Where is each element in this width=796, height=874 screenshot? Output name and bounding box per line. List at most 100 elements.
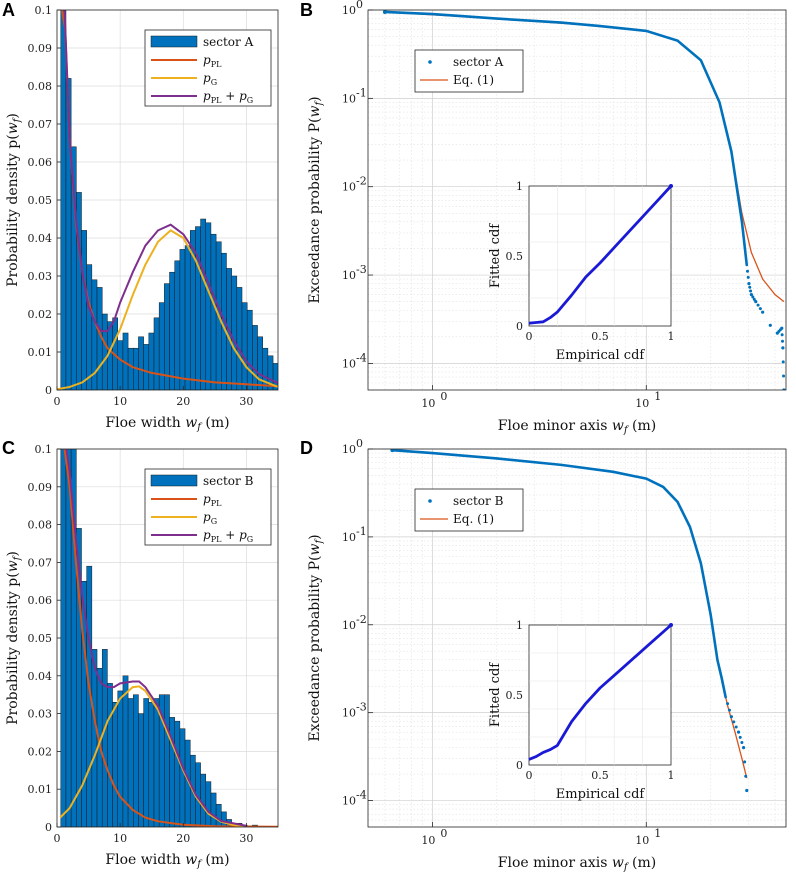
data-point <box>732 720 736 724</box>
inset-x-tick-label: 1 <box>668 330 675 343</box>
y-tick-label: 0.04 <box>28 232 53 245</box>
label-part: Floe width <box>105 852 185 868</box>
inset-end-point <box>669 184 673 188</box>
x-tick-label: 0 <box>54 832 61 845</box>
y-tick-label: 0.09 <box>28 42 53 55</box>
data-point <box>734 725 738 729</box>
hist-bar <box>60 10 67 390</box>
hist-bar <box>205 222 212 390</box>
x-axis-label: Floe width wf (m) <box>105 852 229 870</box>
data-point <box>768 323 772 327</box>
legend-symbol: p <box>239 89 247 103</box>
hist-bar <box>169 271 175 390</box>
x-tick-exponent: 0 <box>440 827 447 840</box>
chart-C: 0 10 20 30 0 0.01 0.02 0.03 0.04 0.05 0.06 0.07 0.08… <box>5 443 279 870</box>
hist-bar <box>148 332 155 390</box>
fit-curves-A <box>57 10 278 390</box>
hist-bar <box>215 804 222 827</box>
legend-subscript: PL <box>211 535 222 544</box>
axes-box <box>367 448 787 828</box>
label-part: f <box>314 100 325 107</box>
data-point <box>382 10 387 14</box>
hist-bar <box>294 379 299 390</box>
y-axis-label: Probability density p(wf) <box>5 113 23 287</box>
data-point <box>729 715 733 719</box>
y-tick-exponent: -1 <box>356 525 367 538</box>
x-tick-label: 30 <box>239 832 253 845</box>
y-tick-label: 0.03 <box>28 270 53 283</box>
hist-bar <box>304 386 309 390</box>
y-tick-exponent: -1 <box>356 86 367 99</box>
label-part: (m) <box>628 855 657 871</box>
x-tick-label: 20 <box>176 832 190 845</box>
data-point <box>390 449 395 453</box>
inset-x-tick-label: 0 <box>526 330 533 343</box>
legend-swatch-hist <box>150 474 198 487</box>
label-part: f <box>196 422 203 433</box>
y-tick-label: 0.1 <box>35 443 53 456</box>
legend-plus: + <box>221 89 239 103</box>
hist-bar <box>174 260 181 390</box>
x-tick-label: 10 <box>421 397 435 410</box>
y-tick-label: 0 <box>45 384 52 397</box>
hist-bar <box>112 702 118 827</box>
inset-y-tick-label: 1 <box>516 180 523 193</box>
data-point <box>781 360 785 364</box>
inset-y-tick-label: 0.5 <box>506 250 524 263</box>
hist-bar <box>179 728 186 827</box>
label-part: f <box>623 425 630 436</box>
label-part: Exceedance probability <box>307 132 323 303</box>
data-point <box>758 307 762 311</box>
label-part: w <box>612 855 624 871</box>
fit-curve <box>63 10 278 385</box>
hist-bar <box>158 302 165 390</box>
data-point <box>747 282 751 286</box>
legend-plus: + <box>221 528 239 542</box>
panel-label-A: A <box>2 0 15 20</box>
legend-box <box>414 488 524 532</box>
label-part: f <box>196 859 203 870</box>
y-tick-label: 0.02 <box>28 745 53 758</box>
y-tick-label: 10 <box>342 92 356 105</box>
fit-curve <box>59 685 247 827</box>
hist-bar <box>86 264 93 390</box>
x-axis-label: Floe width wf (m) <box>105 415 229 433</box>
legend-subscript: G <box>211 517 217 526</box>
label-part: ) <box>5 113 21 118</box>
legend-swatch-dot <box>428 60 432 64</box>
data-point <box>738 735 742 739</box>
inset-y-label: Fitted cdf <box>488 662 503 727</box>
y-tick-label: 0.08 <box>28 80 53 93</box>
label-part: w <box>612 418 624 434</box>
fit-curve <box>63 449 278 827</box>
y-tick-label: 0.01 <box>28 346 53 359</box>
label-part: f <box>12 116 23 123</box>
inset-y-label: Fitted cdf <box>488 223 503 288</box>
legend-symbol: p <box>239 528 247 542</box>
label-part: ) <box>307 96 323 101</box>
panel-label-C: C <box>2 438 15 458</box>
y-tick-label: 10 <box>342 181 356 194</box>
hist-bar <box>299 382 304 390</box>
label-part: f <box>623 862 630 873</box>
label-part: w <box>185 852 197 868</box>
hist-bar <box>164 694 170 827</box>
hist-bar <box>283 371 288 390</box>
legend-symbol: p <box>203 71 211 85</box>
label-part: w <box>307 106 323 118</box>
hist-bar <box>200 218 207 390</box>
hist-bar <box>143 698 150 827</box>
hist-bar <box>278 367 283 390</box>
label-part: p( <box>5 134 21 148</box>
label-part: P( <box>307 556 323 571</box>
legend-box <box>414 49 524 93</box>
data-D <box>390 449 749 793</box>
hist-bar <box>184 245 191 390</box>
inset-x-label: Empirical cdf <box>556 348 646 363</box>
hist-bar <box>174 720 181 827</box>
hist-bar <box>309 388 314 390</box>
y-tick-label: 0.09 <box>28 481 53 494</box>
x-tick-label: 0 <box>54 395 61 408</box>
